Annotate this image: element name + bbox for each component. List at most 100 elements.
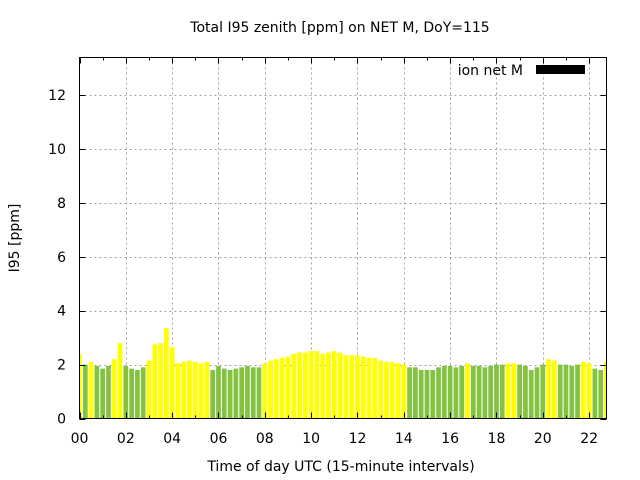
- bar: [227, 370, 233, 419]
- bar: [552, 360, 557, 419]
- bar: [511, 363, 517, 419]
- x-tick-label: 12: [349, 431, 367, 447]
- bar: [517, 364, 523, 419]
- x-tick-label: 14: [395, 431, 413, 447]
- x-tick-label: 04: [163, 431, 181, 447]
- y-tick-label: 12: [48, 88, 66, 104]
- bar: [413, 367, 418, 419]
- x-tick-label: 16: [441, 431, 459, 447]
- bar: [557, 364, 563, 419]
- y-tick-label: 6: [57, 250, 66, 266]
- bar: [563, 364, 569, 419]
- bar: [482, 367, 488, 419]
- legend-swatch: [536, 65, 585, 74]
- bar: [308, 351, 314, 419]
- x-tick-label: 20: [534, 431, 552, 447]
- bar: [274, 359, 279, 419]
- x-tick-label: 00: [71, 431, 89, 447]
- bar: [140, 367, 146, 419]
- bar: [418, 370, 424, 419]
- x-tick-label: 08: [256, 431, 274, 447]
- bar: [216, 365, 221, 419]
- x-axis-label: Time of day UTC (15-minute intervals): [206, 459, 474, 475]
- bar: [378, 360, 384, 419]
- bar: [82, 364, 88, 419]
- bar: [401, 364, 407, 419]
- bar: [331, 351, 337, 419]
- bar: [447, 365, 453, 419]
- bar: [268, 360, 273, 419]
- bar: [233, 368, 239, 419]
- bar: [175, 363, 181, 419]
- bar: [465, 363, 470, 419]
- bar: [528, 370, 534, 419]
- bar: [459, 365, 465, 419]
- plot-frame: [79, 57, 607, 419]
- bar: [476, 365, 482, 419]
- x-tick-label: 10: [302, 431, 320, 447]
- y-tick-label: 8: [57, 196, 66, 212]
- legend: ion net M: [458, 63, 585, 79]
- bar: [239, 367, 245, 419]
- bar: [349, 355, 355, 419]
- bar: [245, 365, 250, 419]
- bars: [79, 328, 607, 419]
- bar: [210, 370, 216, 419]
- bar: [586, 363, 592, 419]
- bar: [424, 370, 430, 419]
- bar: [198, 363, 204, 419]
- bar: [569, 365, 575, 419]
- bar: [505, 363, 511, 419]
- bar: [250, 367, 256, 419]
- bar: [534, 367, 540, 419]
- bar: [430, 370, 436, 419]
- bar: [88, 361, 94, 419]
- bar: [320, 353, 326, 419]
- bar: [604, 361, 607, 419]
- y-tick-label: 2: [57, 358, 66, 374]
- y-tick-label: 4: [57, 304, 66, 320]
- bar: [111, 359, 117, 419]
- bar: [279, 357, 285, 419]
- bar: [372, 357, 378, 419]
- bar: [360, 356, 366, 419]
- bar: [79, 353, 82, 419]
- bar: [256, 367, 262, 419]
- bar: [187, 360, 192, 419]
- chart-title: Total I95 zenith [ppm] on NET M, DoY=115: [189, 20, 489, 36]
- x-tick-labels: 00 02 04 06 08 10 12 14 16 18 20 22: [71, 431, 598, 447]
- bar: [540, 364, 546, 419]
- bar: [326, 352, 331, 419]
- x-tick-label: 02: [117, 431, 135, 447]
- bar: [580, 361, 586, 419]
- bar: [100, 368, 106, 419]
- bar: [106, 365, 111, 419]
- y-tick-label: 0: [57, 412, 66, 428]
- bar: [436, 367, 441, 419]
- y-tick-labels: 0 2 4 6 8 10 12: [48, 88, 66, 427]
- bar: [384, 361, 389, 419]
- bar: [441, 365, 447, 419]
- bar: [123, 365, 129, 419]
- bar: [158, 343, 163, 419]
- bar: [169, 347, 175, 419]
- x-tick-label: 18: [488, 431, 506, 447]
- legend-label: ion net M: [458, 63, 523, 79]
- bar: [163, 328, 169, 419]
- bar: [117, 343, 123, 419]
- bar: [470, 365, 476, 419]
- bar: [488, 365, 494, 419]
- bar: [366, 357, 372, 419]
- bar: [221, 368, 227, 419]
- y-axis-label: I95 [ppm]: [7, 204, 23, 273]
- x-tick-label: 22: [580, 431, 598, 447]
- bar: [592, 368, 598, 419]
- bar: [302, 352, 308, 419]
- bar: [355, 355, 360, 419]
- bar: [152, 344, 158, 419]
- bar: [499, 364, 505, 419]
- bar: [129, 368, 134, 419]
- bar: [181, 361, 187, 419]
- bar: [94, 365, 100, 419]
